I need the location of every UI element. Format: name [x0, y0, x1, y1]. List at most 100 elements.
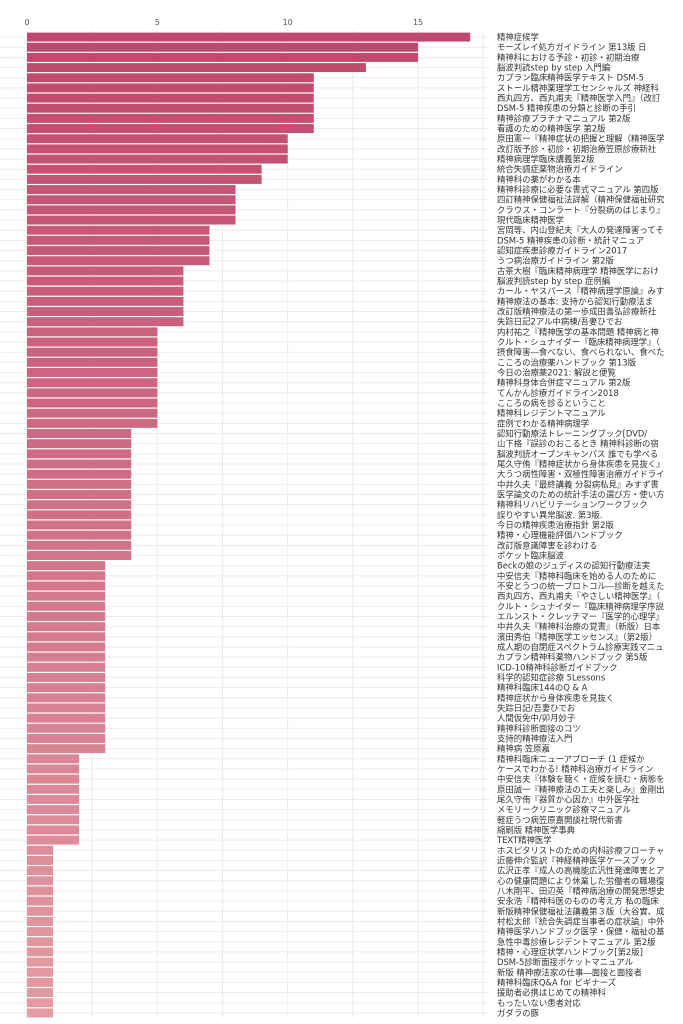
category-label: 精神科レジデントマニュアル	[497, 408, 606, 418]
bar	[27, 662, 106, 672]
bar	[27, 408, 158, 418]
category-label: 失踪日記/吾妻ひでお	[497, 703, 575, 713]
x-tick-label: 0	[24, 18, 29, 27]
bar	[27, 855, 54, 865]
bar	[27, 73, 314, 83]
category-label: こころの治療薬ハンドブック 第13版	[497, 357, 637, 367]
category-label: 尾久守侑『器質か心因か』中外医学社	[497, 794, 640, 804]
category-label: クルト・シュナイダー『臨床精神病理学』（	[497, 337, 660, 347]
bar	[27, 805, 80, 815]
bar	[27, 195, 236, 205]
bar	[27, 500, 132, 510]
bar	[27, 794, 80, 804]
category-label: 精神診療プラチナマニュアル 第2版	[497, 113, 631, 123]
category-label: 精神科臨床ニューアプローチ (1 症候か	[497, 754, 645, 764]
category-label: 精神・心理機能評価ハンドブック	[497, 530, 623, 540]
category-label: 尾久守侑『精神症状から身体疾患を見抜く』	[497, 459, 665, 469]
bar	[27, 886, 54, 896]
category-label: 新版 精神療法家の仕事―面接と面接者	[497, 967, 642, 977]
category-label: 精神科臨床144のQ & A	[497, 683, 588, 693]
category-label: カプラン臨床精神医学テキスト DSM-5	[497, 73, 644, 83]
category-label: 濱田秀伯『精神医学エッセンス』（第2版）	[497, 632, 657, 642]
category-label: 脳波判読step by step 入門編	[497, 63, 610, 73]
bar	[27, 449, 132, 459]
category-label: 統合失調症薬物治療ガイドライン	[497, 164, 623, 174]
category-label: 精神医学ハンドブック医学・保健・福祉の基	[497, 927, 665, 937]
bar	[27, 937, 54, 947]
bar	[27, 215, 236, 225]
bar	[27, 246, 210, 256]
category-label: もったいない患者対応	[497, 998, 581, 1008]
category-label: 縮刷版 精神医学事典	[497, 825, 576, 835]
bar	[27, 652, 106, 662]
bar	[27, 429, 132, 438]
bar	[27, 317, 184, 327]
category-label: 精神病 笠原嘉	[497, 744, 550, 754]
category-label: 不安とうつの統一プロトコル―診断を越えた	[497, 581, 665, 591]
category-label: 改訂版予診・初診・初期治療笠原診療新社	[497, 144, 657, 154]
bar	[27, 561, 106, 571]
bar	[27, 744, 106, 754]
bar	[27, 693, 106, 703]
bar	[27, 571, 106, 581]
bar	[27, 459, 132, 469]
bar	[27, 144, 288, 154]
category-label: 摂食障害―食べない、食べられない、食べた	[497, 347, 665, 357]
category-label: うつ病治療ガイドライン 第2版	[497, 256, 614, 266]
bar	[27, 815, 80, 825]
bar	[27, 896, 54, 906]
category-label: メモリークリニック診療マニュアル	[497, 805, 631, 815]
bar	[27, 825, 80, 835]
category-label: 精神・心理症状学ハンドブック[第2版]	[497, 947, 643, 957]
category-label: カール・ヤスパース『精神病理学原論』みす	[497, 286, 664, 296]
bar	[27, 581, 106, 591]
bar	[27, 398, 158, 408]
category-label: 援助者必携はじめての精神科	[497, 988, 606, 998]
bar	[27, 418, 158, 428]
category-label: てんかん診療ガイドライン2018	[497, 388, 619, 398]
bar	[27, 124, 314, 134]
bar	[27, 103, 314, 113]
category-label: 支持的精神療法入門	[497, 733, 572, 743]
bar	[27, 754, 80, 764]
category-label: 精神療法の基本: 支持から認知行動療法ま	[497, 296, 653, 306]
bar	[27, 439, 132, 449]
category-label: 人間仮免中/卯月妙子	[497, 713, 575, 723]
bar	[27, 266, 184, 276]
bar	[27, 764, 80, 774]
category-label: 西丸四方、西丸甫夫『精神医学入門』（改訂	[497, 93, 661, 103]
bar	[27, 113, 314, 123]
category-label: 中安信夫『精神科臨床を始める人のために	[497, 571, 656, 581]
category-label: 症例でわかる精神病理学	[497, 418, 589, 428]
category-label: 急性中毒診療レジデントマニュアル 第2版	[497, 937, 656, 947]
bar	[27, 876, 54, 886]
bar	[27, 774, 80, 784]
category-label: 原田誠一『精神療法の工夫と楽しみ』金剛出	[497, 784, 665, 794]
x-axis-ticks: 0 5 10 15	[24, 18, 423, 27]
bar	[27, 845, 54, 855]
bar	[27, 967, 54, 977]
bar	[27, 835, 80, 845]
category-label: DSM-5 精神疾患の診断・統計マニュア	[497, 235, 644, 245]
category-label: 精神科における予診・初診・初期治療	[497, 52, 640, 62]
category-label: 安永浩『精神科医のものの考え方 私の臨床	[497, 896, 659, 906]
bar	[27, 63, 366, 73]
category-label: 精神科臨床Q&A for ビギナーズ	[497, 977, 616, 987]
category-label: 現代臨床精神医学	[497, 215, 564, 225]
bar	[27, 357, 158, 367]
bar	[27, 225, 210, 235]
bar	[27, 927, 54, 937]
category-label: 精神症状から身体疾患を見抜く	[497, 693, 614, 703]
category-label: 中井久夫『最終講義 分裂病私見』みすず書	[497, 479, 659, 489]
category-label: 科学的認知症診療 5Lessons	[497, 672, 605, 682]
bar	[27, 490, 132, 499]
bar	[27, 703, 106, 713]
bar	[27, 93, 314, 103]
bar	[27, 977, 54, 987]
bar	[27, 733, 106, 743]
category-label: 脳波判読step by step 症例編	[497, 276, 610, 286]
bar	[27, 866, 54, 876]
category-label: 精神病理学臨床講義第2版	[497, 154, 595, 164]
bar	[27, 906, 54, 916]
category-label: 看護のための精神医学 第2版	[497, 124, 606, 134]
